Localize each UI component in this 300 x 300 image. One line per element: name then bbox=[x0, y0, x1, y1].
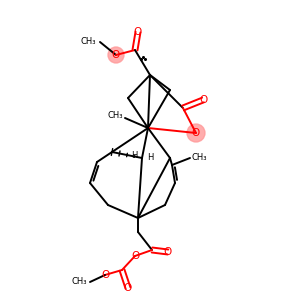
Text: O: O bbox=[192, 128, 200, 138]
Text: CH₃: CH₃ bbox=[80, 38, 96, 46]
Text: O: O bbox=[101, 270, 109, 280]
Text: O: O bbox=[134, 27, 142, 37]
Text: CH₃: CH₃ bbox=[71, 278, 87, 286]
Circle shape bbox=[108, 47, 124, 63]
Text: O: O bbox=[164, 247, 172, 257]
Circle shape bbox=[187, 124, 205, 142]
Text: O: O bbox=[124, 283, 132, 293]
Text: CH₃: CH₃ bbox=[107, 110, 123, 119]
Text: O: O bbox=[112, 50, 120, 60]
Text: H: H bbox=[147, 152, 153, 161]
Text: H: H bbox=[130, 152, 137, 160]
Text: O: O bbox=[131, 251, 139, 261]
Text: CH₃: CH₃ bbox=[192, 154, 208, 163]
Text: O: O bbox=[199, 95, 207, 105]
